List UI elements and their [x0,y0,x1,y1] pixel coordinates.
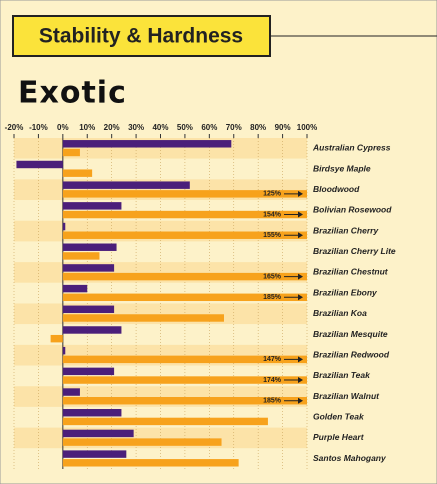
category-label: Brazilian Ebony [313,287,378,297]
arrow-head [298,377,303,384]
bar [62,326,122,334]
x-tick-label: -10% [29,123,48,132]
bar [50,334,63,343]
bar [62,243,117,251]
chart-title: Stability & Hardness [39,25,243,48]
bar [62,190,308,198]
bar [62,222,66,231]
bar [62,181,190,189]
bar [62,293,308,302]
arrow-head [298,190,303,197]
x-tick-label: 100% [297,123,317,132]
category-label: Brazilian Mesquite [313,329,388,339]
category-label: Brazilian Cherry Lite [313,246,396,256]
bar [62,305,115,314]
value-label: 165% [263,273,282,280]
x-tick-label: 30% [128,123,144,132]
value-label: 185% [263,398,282,405]
row-band [14,241,307,263]
bar [62,417,268,426]
bar [62,314,224,322]
bar [62,397,308,405]
category-label: Australian Cypress [312,143,391,153]
x-tick-label: -20% [5,123,24,132]
bar [62,346,66,355]
bar [62,272,308,281]
x-tick-label: 20% [104,123,120,132]
arrow-head [298,232,303,239]
bar [62,388,80,396]
category-label: Brazilian Cherry [313,225,379,235]
bar [62,450,127,458]
value-label: 154% [263,211,282,218]
x-tick-label: 80% [250,123,266,132]
category-label: Bolivian Rosewood [313,205,392,215]
bar [62,438,222,446]
x-tick-label: 70% [226,123,242,132]
bar [62,355,308,364]
x-tick-label: 0% [57,123,69,132]
x-tick-label: 90% [275,123,291,132]
category-label: Purple Heart [313,432,365,442]
category-label: Brazilian Walnut [313,391,380,401]
bar [62,459,239,467]
bar [62,148,80,157]
bar [62,264,115,272]
bar [62,429,134,438]
value-label: 125% [263,191,282,198]
value-label: 185% [263,294,282,301]
category-label: Santos Mahogany [313,453,387,463]
arrow-head [298,294,303,301]
bar [62,202,122,210]
x-tick-label: 40% [152,123,168,132]
value-label: 174% [263,377,282,384]
title-box [12,15,271,57]
arrow-head [298,397,303,404]
category-label: Brazilian Redwood [313,349,390,359]
value-label: 147% [263,356,282,363]
bar [62,376,308,384]
arrow-head [298,211,303,218]
category-label: Bloodwood [313,184,360,194]
bar [62,210,308,219]
category-label: Birdsye Maple [313,163,371,173]
bar [62,169,93,177]
bar [62,252,100,260]
category-label: Brazilian Teak [313,370,371,380]
bar [62,231,308,239]
x-tick-label: 60% [201,123,217,132]
value-label: 155% [263,232,282,239]
chart-subtitle: Exotic [18,76,127,111]
bar [62,140,232,148]
x-tick-label: 50% [177,123,193,132]
bar [62,367,115,376]
category-label: Golden Teak [313,412,365,422]
bar [62,409,122,417]
arrow-head [298,273,303,280]
arrow-head [298,356,303,363]
category-label: Brazilian Koa [313,308,367,318]
category-label: Brazilian Chestnut [313,267,389,277]
x-tick-label: 10% [79,123,95,132]
bar [62,284,88,293]
bar [16,160,63,169]
